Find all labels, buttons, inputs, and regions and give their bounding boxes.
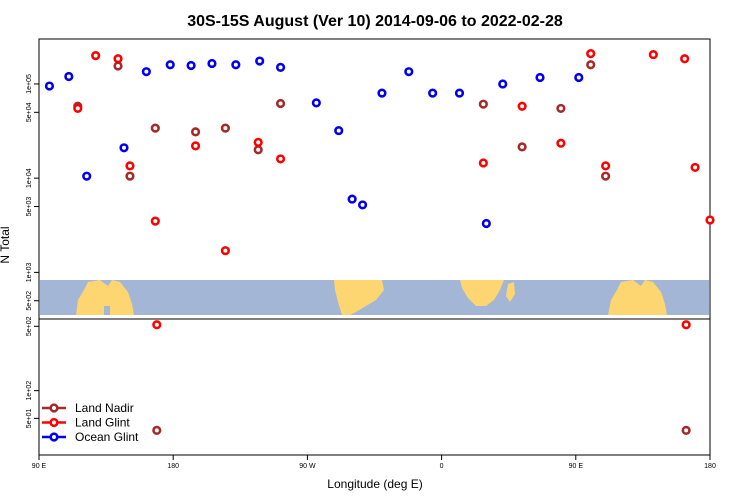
ocean-glint-point — [334, 125, 344, 136]
ocean-glint-point — [82, 171, 92, 181]
ocean-glint-point — [347, 194, 357, 204]
australia-landmass-repeat — [608, 280, 667, 315]
points-layer — [44, 48, 715, 436]
land-nadir-point — [601, 171, 611, 181]
land-nadir-point — [113, 61, 123, 71]
land-nadir-point — [150, 123, 160, 133]
land-glint-point — [556, 138, 566, 148]
y-tick-label: 1e+04 — [26, 168, 33, 188]
x-tick-label: 90 W — [299, 463, 316, 470]
legend-label-ocean-glint: Ocean Glint — [75, 430, 139, 444]
australia-landmass — [76, 280, 134, 315]
land-glint-point — [648, 49, 658, 60]
legend-marker-land-nadir — [49, 403, 59, 413]
land-glint-point — [681, 320, 691, 330]
x-tick-label: 180 — [704, 463, 716, 470]
land-glint-point — [91, 50, 101, 61]
land-nadir-point — [220, 123, 230, 133]
x-tick-label: 90 E — [569, 463, 584, 470]
land-glint-point — [150, 216, 160, 226]
chart-title: 30S-15S August (Ver 10) 2014-09-06 to 20… — [187, 13, 563, 30]
x-axis-label: Longitude (deg E) — [327, 477, 422, 491]
ocean-glint-point — [186, 60, 196, 71]
land-glint-point — [152, 320, 162, 330]
land-nadir-point — [681, 425, 691, 436]
y-tick-label: 5e+02 — [26, 291, 33, 311]
lower-panel-frame — [38, 318, 711, 456]
land-glint-point — [73, 103, 83, 114]
ocean-glint-point — [357, 200, 368, 210]
land-nadir-point — [253, 145, 263, 155]
land-nadir-point — [125, 171, 135, 181]
south-america-landmass — [334, 280, 384, 315]
land-nadir-point — [556, 103, 566, 114]
ocean-glint-point — [535, 72, 545, 83]
y-tick-label: 5e+03 — [26, 197, 33, 217]
legend-label-land-nadir: Land Nadir — [75, 401, 134, 415]
y-tick-label: 1e+05 — [26, 74, 33, 94]
legend-marker-ocean-glint — [49, 432, 59, 442]
land-glint-point — [586, 48, 596, 59]
ocean-glint-point — [165, 60, 175, 70]
land-glint-point — [517, 101, 527, 111]
land-glint-point — [478, 158, 488, 168]
land-glint-point — [220, 246, 230, 256]
land-nadir-point — [275, 98, 286, 109]
x-tick-label: 180 — [167, 463, 179, 470]
ocean-glint-point — [311, 98, 321, 108]
madagascar-landmass — [506, 282, 515, 302]
land-glint-point — [190, 141, 201, 151]
land-glint-point — [275, 154, 286, 164]
ocean-glint-point — [498, 79, 508, 89]
land-nadir-point — [586, 60, 596, 70]
ocean-glint-point — [404, 67, 414, 77]
y-tick-label: 5e+02 — [26, 316, 33, 336]
africa-landmass — [460, 280, 504, 306]
x-tick-label: 0 — [440, 463, 444, 470]
y-tick-label: 1e+02 — [26, 381, 33, 401]
ocean-glint-point — [255, 56, 265, 66]
y-tick-label: 5e+01 — [26, 408, 33, 428]
land-glint-point — [253, 137, 263, 147]
land-nadir-point — [517, 142, 527, 152]
ocean-glint-point — [64, 71, 74, 82]
ocean-glint-point — [207, 58, 217, 69]
ocean-glint-point — [275, 62, 286, 72]
land-glint-point — [680, 54, 690, 64]
x-tick-label: 90 E — [32, 463, 47, 470]
ocean-glint-point — [428, 88, 438, 98]
land-nadir-point — [190, 127, 201, 137]
upper-panel-frame — [38, 38, 711, 320]
y-axis-label: N Total — [0, 226, 12, 263]
land-nadir-point — [152, 425, 162, 436]
legend-marker-land-glint — [49, 417, 59, 428]
land-glint-point — [601, 161, 611, 171]
land-glint-point — [125, 161, 135, 171]
land-glint-point — [690, 162, 700, 173]
ocean-area — [104, 306, 110, 315]
land-glint-point — [705, 215, 715, 225]
ocean-glint-point — [454, 88, 465, 98]
land-nadir-point — [478, 99, 488, 109]
ocean-glint-point — [481, 218, 491, 229]
ocean-glint-point — [231, 60, 241, 70]
ocean-glint-point — [377, 88, 387, 98]
ocean-glint-point — [44, 81, 55, 91]
ocean-glint-point — [119, 143, 129, 153]
world-map-strip — [40, 280, 709, 315]
y-tick-label: 1e+03 — [26, 262, 33, 282]
land-glint-point — [113, 54, 123, 64]
axes-layer: 90 E 180 90 W 0 90 E 180 5e+02 1e+03 5e+03 1e+04 5… — [26, 74, 716, 470]
ocean-glint-point — [141, 67, 151, 77]
ocean-glint-point — [574, 72, 584, 83]
legend-label-land-glint: Land Glint — [75, 416, 130, 430]
y-tick-label: 5e+04 — [26, 102, 33, 122]
